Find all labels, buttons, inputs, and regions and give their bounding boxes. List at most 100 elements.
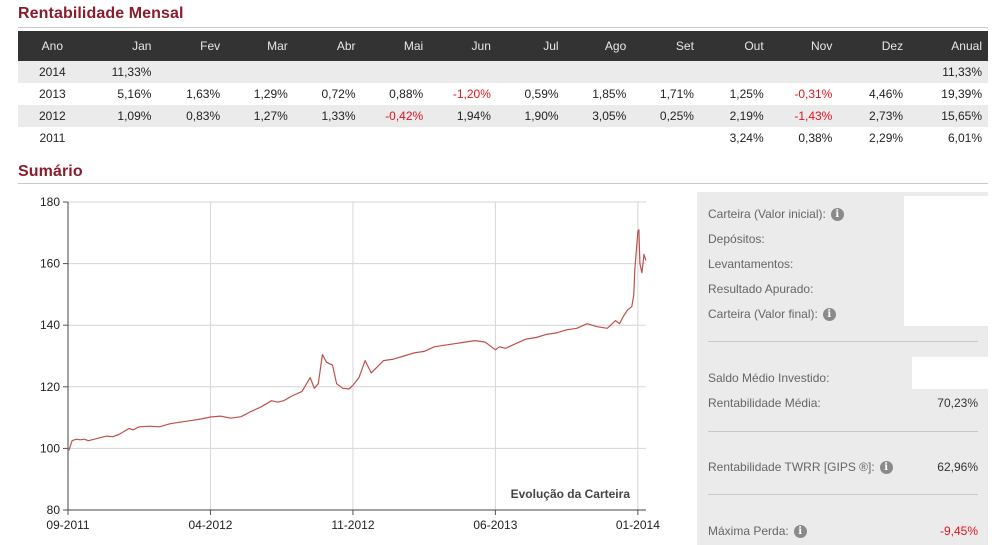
summary-label-text: Rentabilidade Média: <box>708 396 821 410</box>
return-cell <box>86 127 158 149</box>
year-cell: 2014 <box>18 61 87 83</box>
summary-label-text: Máxima Perda: <box>708 524 789 538</box>
column-header: Set <box>632 31 700 61</box>
return-cell: 1,29% <box>226 83 294 105</box>
return-cell <box>496 127 565 149</box>
summary-label: Saldo Médio Investido: <box>708 371 918 385</box>
y-tick-label: 80 <box>47 503 61 517</box>
column-header: Jul <box>496 31 565 61</box>
return-cell <box>769 61 839 83</box>
return-cell <box>157 127 227 149</box>
return-cell: 15,65% <box>909 105 988 127</box>
summary-label: Rentabilidade Média: <box>708 396 918 410</box>
y-tick-label: 140 <box>40 318 60 332</box>
y-tick-label: 160 <box>40 257 60 271</box>
return-cell: 2,73% <box>838 105 910 127</box>
table-row: 2011 3,24% 0,38% 2,29% 6,01% <box>18 127 988 149</box>
return-cell <box>699 61 770 83</box>
return-cell: 1,25% <box>699 83 770 105</box>
return-cell <box>361 61 430 83</box>
panel-divider <box>708 431 978 432</box>
summary-row: Carteira (Valor inicial): i <box>708 204 978 224</box>
column-header: Ago <box>564 31 633 61</box>
table-row: 2014 11,33% 11,33% <box>18 61 988 83</box>
panel-divider <box>708 494 978 495</box>
y-tick-label: 120 <box>40 380 60 394</box>
average-balance-box <box>912 357 988 389</box>
return-cell: -1,43% <box>769 105 839 127</box>
y-tick-label: 180 <box>40 195 60 209</box>
return-cell: 2,29% <box>838 127 910 149</box>
portfolio-evolution-chart: 80 100 120 140 160 180 09-2011 04-2012 11-2012 06… <box>18 190 678 545</box>
table-header-row: Ano Jan Fev Mar Abr Mai Jun Jul Ago Set Out Nov Dez A… <box>18 31 988 61</box>
column-header: Out <box>699 31 770 61</box>
return-cell: 11,33% <box>909 61 988 83</box>
column-header: Dez <box>838 31 910 61</box>
column-header: Ano <box>18 31 87 61</box>
column-header: Nov <box>769 31 839 61</box>
info-icon[interactable]: i <box>793 524 807 538</box>
column-header: Mai <box>361 31 430 61</box>
return-cell: 0,83% <box>157 105 227 127</box>
summary-label: Carteira (Valor final): i <box>708 307 918 321</box>
column-header: Mar <box>226 31 294 61</box>
return-cell: 0,59% <box>496 83 565 105</box>
summary-label-text: Rentabilidade TWRR [GIPS ®]: <box>708 460 875 474</box>
summary-title: Sumário <box>18 163 83 180</box>
summary-row: Rentabilidade Média: 70,23% <box>708 393 978 413</box>
x-tick-label: 01-2014 <box>616 518 660 532</box>
chart-svg: 80 100 120 140 160 180 09-2011 04-2012 11-2012 06… <box>40 195 660 532</box>
return-cell <box>496 61 565 83</box>
return-cell: 3,24% <box>699 127 770 149</box>
monthly-returns-table: Ano Jan Fev Mar Abr Mai Jun Jul Ago Set Out Nov Dez A… <box>18 31 988 149</box>
return-cell: 1,09% <box>86 105 158 127</box>
return-cell: 5,16% <box>86 83 158 105</box>
return-cell: 1,63% <box>157 83 227 105</box>
return-cell <box>838 61 910 83</box>
summary-row: Saldo Médio Investido: <box>708 368 978 388</box>
return-cell <box>632 61 700 83</box>
info-icon[interactable]: i <box>830 207 844 221</box>
title-divider <box>18 27 988 28</box>
return-cell: 0,88% <box>361 83 430 105</box>
info-icon[interactable]: i <box>879 460 893 474</box>
summary-label: Resultado Apurado: <box>708 282 918 296</box>
summary-row: Depósitos: <box>708 229 978 249</box>
series-line <box>67 229 647 451</box>
summary-row: Rentabilidade TWRR [GIPS ®]: i 62,96% <box>708 457 978 477</box>
return-cell: -0,31% <box>769 83 839 105</box>
year-cell: 2013 <box>18 83 87 105</box>
column-header: Abr <box>293 31 362 61</box>
summary-label: Máxima Perda: i <box>708 524 918 538</box>
column-header: Jun <box>429 31 497 61</box>
summary-row: Levantamentos: <box>708 254 978 274</box>
x-tick-label: 04-2012 <box>188 518 232 532</box>
return-cell <box>293 127 362 149</box>
summary-panel: Carteira (Valor inicial): i Depósitos: Leva… <box>697 192 988 545</box>
summary-label: Depósitos: <box>708 232 918 246</box>
return-cell: 0,25% <box>632 105 700 127</box>
return-cell <box>293 61 362 83</box>
return-cell: 1,27% <box>226 105 294 127</box>
panel-divider <box>708 341 978 342</box>
summary-label-text: Saldo Médio Investido: <box>708 371 830 385</box>
return-cell: 1,33% <box>293 105 362 127</box>
return-cell: 2,19% <box>699 105 770 127</box>
return-cell <box>632 127 700 149</box>
column-header: Fev <box>157 31 227 61</box>
return-cell: 0,72% <box>293 83 362 105</box>
summary-label: Rentabilidade TWRR [GIPS ®]: i <box>708 460 918 474</box>
year-cell: 2011 <box>18 127 87 149</box>
x-tick-label: 11-2012 <box>331 518 374 532</box>
return-cell: 11,33% <box>86 61 158 83</box>
x-tick-label: 06-2013 <box>473 518 517 532</box>
table-row: 2013 5,16% 1,63% 1,29% 0,72% 0,88% -1,20% 0,59%… <box>18 83 988 105</box>
initial-values-box <box>904 196 988 326</box>
summary-label-text: Depósitos: <box>708 232 765 246</box>
info-icon[interactable]: i <box>822 307 836 321</box>
summary-label: Carteira (Valor inicial): i <box>708 207 918 221</box>
summary-label-text: Carteira (Valor final): <box>708 307 818 321</box>
summary-value: 70,23% <box>937 396 978 410</box>
return-cell: 19,39% <box>909 83 988 105</box>
return-cell <box>361 127 430 149</box>
